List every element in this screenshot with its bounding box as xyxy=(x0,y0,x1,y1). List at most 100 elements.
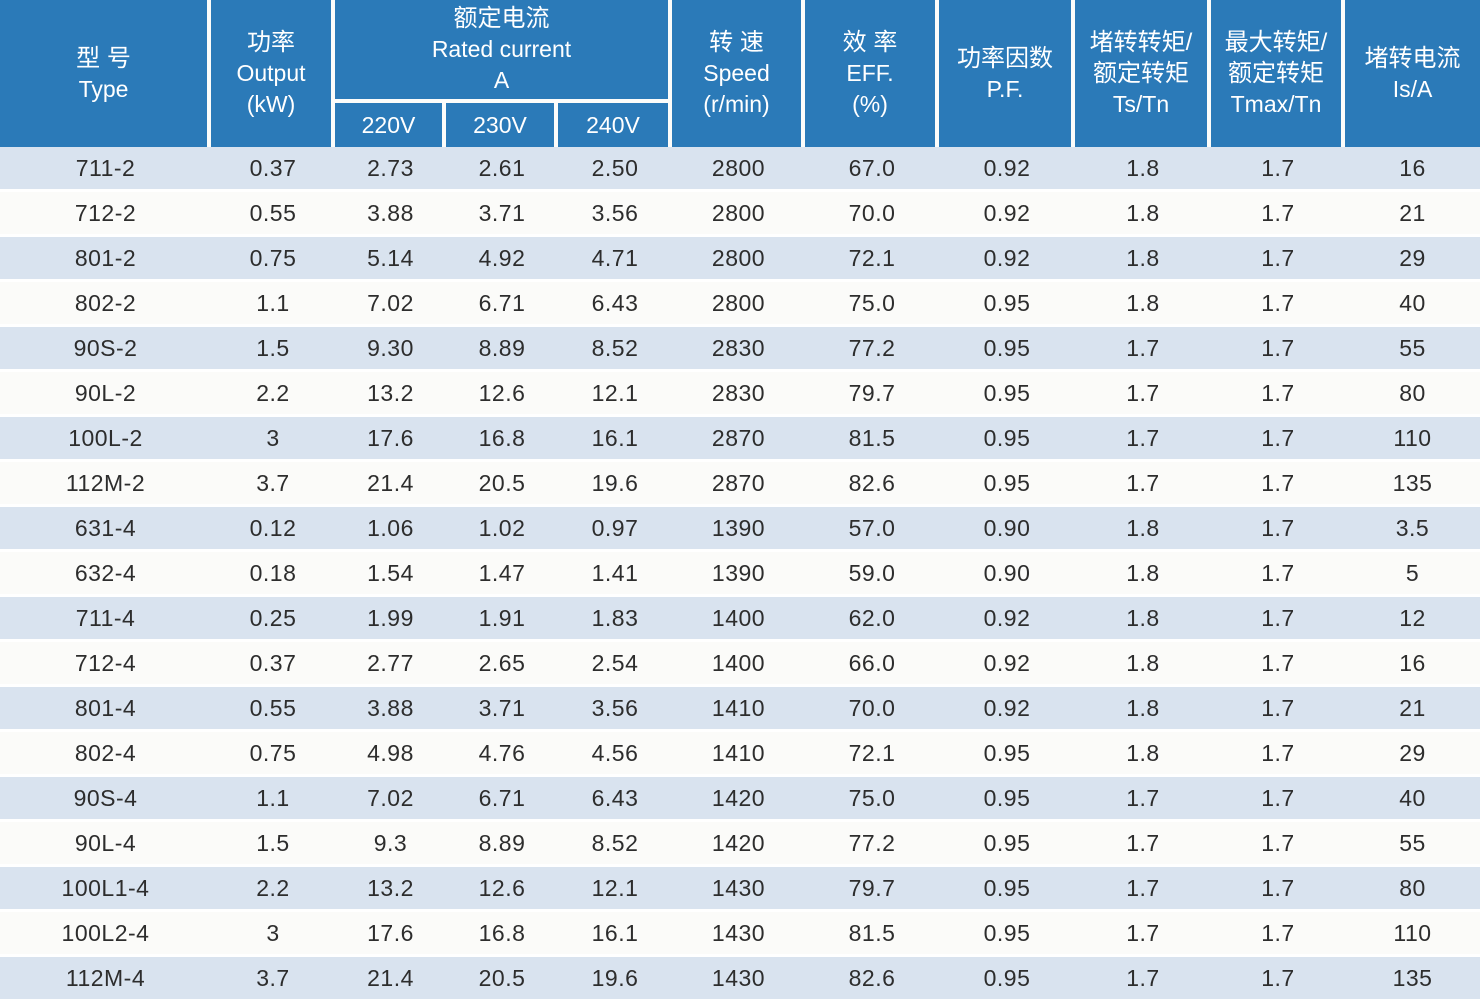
table-row: 90S-4 1.1 7.02 6.71 6.43 1420 75.0 0.95 1.7 1.7 40 xyxy=(0,777,1480,822)
cell-speed: 1410 xyxy=(672,687,805,729)
cell-current-220v: 9.3 xyxy=(335,822,446,864)
cell-pf: 0.92 xyxy=(939,192,1075,234)
cell-output-kw: 0.12 xyxy=(211,507,335,549)
table-row: 100L2-4 3 17.6 16.8 16.1 1430 81.5 0.95 1.7 1.7 11… xyxy=(0,912,1480,957)
header-efficiency-zh: 效 率 xyxy=(842,29,898,56)
cell-pf: 0.92 xyxy=(939,687,1075,729)
cell-current-220v: 1.54 xyxy=(335,552,446,594)
cell-tmax-tn: 1.7 xyxy=(1211,552,1345,594)
cell-type: 632-4 xyxy=(0,552,211,594)
header-tmax-tn-zh1: 最大转矩/ xyxy=(1224,29,1328,56)
cell-current-240v: 4.56 xyxy=(558,732,672,774)
cell-pf: 0.95 xyxy=(939,912,1075,954)
cell-current-240v: 2.54 xyxy=(558,642,672,684)
cell-current-220v: 3.88 xyxy=(335,192,446,234)
cell-output-kw: 3.7 xyxy=(211,957,335,999)
cell-current-220v: 2.77 xyxy=(335,642,446,684)
cell-is-a: 80 xyxy=(1345,372,1480,414)
cell-current-240v: 8.52 xyxy=(558,327,672,369)
header-type-zh: 型 号 xyxy=(76,44,131,72)
cell-is-a: 135 xyxy=(1345,957,1480,999)
table-row: 711-2 0.37 2.73 2.61 2.50 2800 67.0 0.92 1.8 1.7 1… xyxy=(0,147,1480,192)
cell-current-220v: 7.02 xyxy=(335,282,446,324)
header-output: 功率 Output (kW) xyxy=(211,0,335,147)
cell-current-230v: 16.8 xyxy=(446,912,558,954)
cell-type: 801-4 xyxy=(0,687,211,729)
table-row: 100L1-4 2.2 13.2 12.6 12.1 1430 79.7 0.95 1.7 1.7… xyxy=(0,867,1480,912)
cell-output-kw: 0.18 xyxy=(211,552,335,594)
cell-ts-tn: 1.7 xyxy=(1075,912,1211,954)
cell-is-a: 29 xyxy=(1345,732,1480,774)
cell-current-220v: 21.4 xyxy=(335,957,446,999)
cell-current-230v: 3.71 xyxy=(446,192,558,234)
cell-speed: 2800 xyxy=(672,237,805,279)
cell-eff: 75.0 xyxy=(805,282,939,324)
cell-speed: 1430 xyxy=(672,867,805,909)
cell-speed: 2800 xyxy=(672,192,805,234)
cell-is-a: 110 xyxy=(1345,417,1480,459)
cell-is-a: 40 xyxy=(1345,282,1480,324)
table-header: 型 号 Type 功率 Output (kW) 额定电流 Rated curre… xyxy=(0,0,1480,147)
cell-current-220v: 9.30 xyxy=(335,327,446,369)
cell-current-240v: 16.1 xyxy=(558,417,672,459)
cell-speed: 1400 xyxy=(672,597,805,639)
cell-type: 802-4 xyxy=(0,732,211,774)
cell-pf: 0.95 xyxy=(939,462,1075,504)
cell-type: 100L-2 xyxy=(0,417,211,459)
cell-ts-tn: 1.8 xyxy=(1075,192,1211,234)
cell-current-240v: 3.56 xyxy=(558,192,672,234)
header-ts-tn-en: Ts/Tn xyxy=(1112,91,1170,117)
cell-tmax-tn: 1.7 xyxy=(1211,507,1345,549)
cell-type: 712-2 xyxy=(0,192,211,234)
cell-eff: 77.2 xyxy=(805,822,939,864)
cell-type: 112M-2 xyxy=(0,462,211,504)
cell-current-240v: 2.50 xyxy=(558,147,672,189)
cell-current-240v: 1.41 xyxy=(558,552,672,594)
cell-speed: 1390 xyxy=(672,507,805,549)
cell-tmax-tn: 1.7 xyxy=(1211,327,1345,369)
cell-current-230v: 20.5 xyxy=(446,957,558,999)
cell-tmax-tn: 1.7 xyxy=(1211,237,1345,279)
cell-output-kw: 0.55 xyxy=(211,192,335,234)
cell-is-a: 55 xyxy=(1345,327,1480,369)
header-tmax-tn: 最大转矩/ 额定转矩 Tmax/Tn xyxy=(1211,0,1345,147)
header-type: 型 号 Type xyxy=(0,0,211,147)
header-rated-current-en: Rated current xyxy=(431,36,572,62)
cell-current-220v: 13.2 xyxy=(335,867,446,909)
header-locked-rotor-current-en: Is/A xyxy=(1392,75,1433,102)
cell-is-a: 80 xyxy=(1345,867,1480,909)
header-efficiency-en: EFF. xyxy=(846,60,894,86)
cell-ts-tn: 1.8 xyxy=(1075,687,1211,729)
cell-current-230v: 1.02 xyxy=(446,507,558,549)
cell-output-kw: 1.5 xyxy=(211,327,335,369)
table-row: 90L-4 1.5 9.3 8.89 8.52 1420 77.2 0.95 1.7 1.7 55 xyxy=(0,822,1480,867)
cell-output-kw: 0.55 xyxy=(211,687,335,729)
table-row: 90S-2 1.5 9.30 8.89 8.52 2830 77.2 0.95 1.7 1.7 55 xyxy=(0,327,1480,372)
cell-type: 712-4 xyxy=(0,642,211,684)
header-voltage-220v: 220V xyxy=(335,103,446,147)
cell-ts-tn: 1.8 xyxy=(1075,507,1211,549)
cell-tmax-tn: 1.7 xyxy=(1211,687,1345,729)
cell-output-kw: 3 xyxy=(211,417,335,459)
cell-ts-tn: 1.7 xyxy=(1075,822,1211,864)
cell-current-240v: 3.56 xyxy=(558,687,672,729)
cell-pf: 0.95 xyxy=(939,822,1075,864)
table-row: 100L-2 3 17.6 16.8 16.1 2870 81.5 0.95 1.7 1.7 110 xyxy=(0,417,1480,462)
cell-eff: 79.7 xyxy=(805,372,939,414)
cell-output-kw: 1.1 xyxy=(211,282,335,324)
cell-current-220v: 2.73 xyxy=(335,147,446,189)
cell-ts-tn: 1.7 xyxy=(1075,957,1211,999)
cell-tmax-tn: 1.7 xyxy=(1211,597,1345,639)
cell-eff: 81.5 xyxy=(805,417,939,459)
cell-current-230v: 3.71 xyxy=(446,687,558,729)
cell-current-230v: 1.47 xyxy=(446,552,558,594)
cell-pf: 0.92 xyxy=(939,642,1075,684)
cell-type: 100L1-4 xyxy=(0,867,211,909)
cell-current-220v: 17.6 xyxy=(335,417,446,459)
table-row: 802-4 0.75 4.98 4.76 4.56 1410 72.1 0.95 1.8 1.7 2… xyxy=(0,732,1480,777)
cell-output-kw: 1.5 xyxy=(211,822,335,864)
cell-ts-tn: 1.7 xyxy=(1075,777,1211,819)
header-ts-tn-zh2: 额定转矩 xyxy=(1093,60,1189,87)
cell-current-230v: 8.89 xyxy=(446,822,558,864)
cell-ts-tn: 1.8 xyxy=(1075,732,1211,774)
